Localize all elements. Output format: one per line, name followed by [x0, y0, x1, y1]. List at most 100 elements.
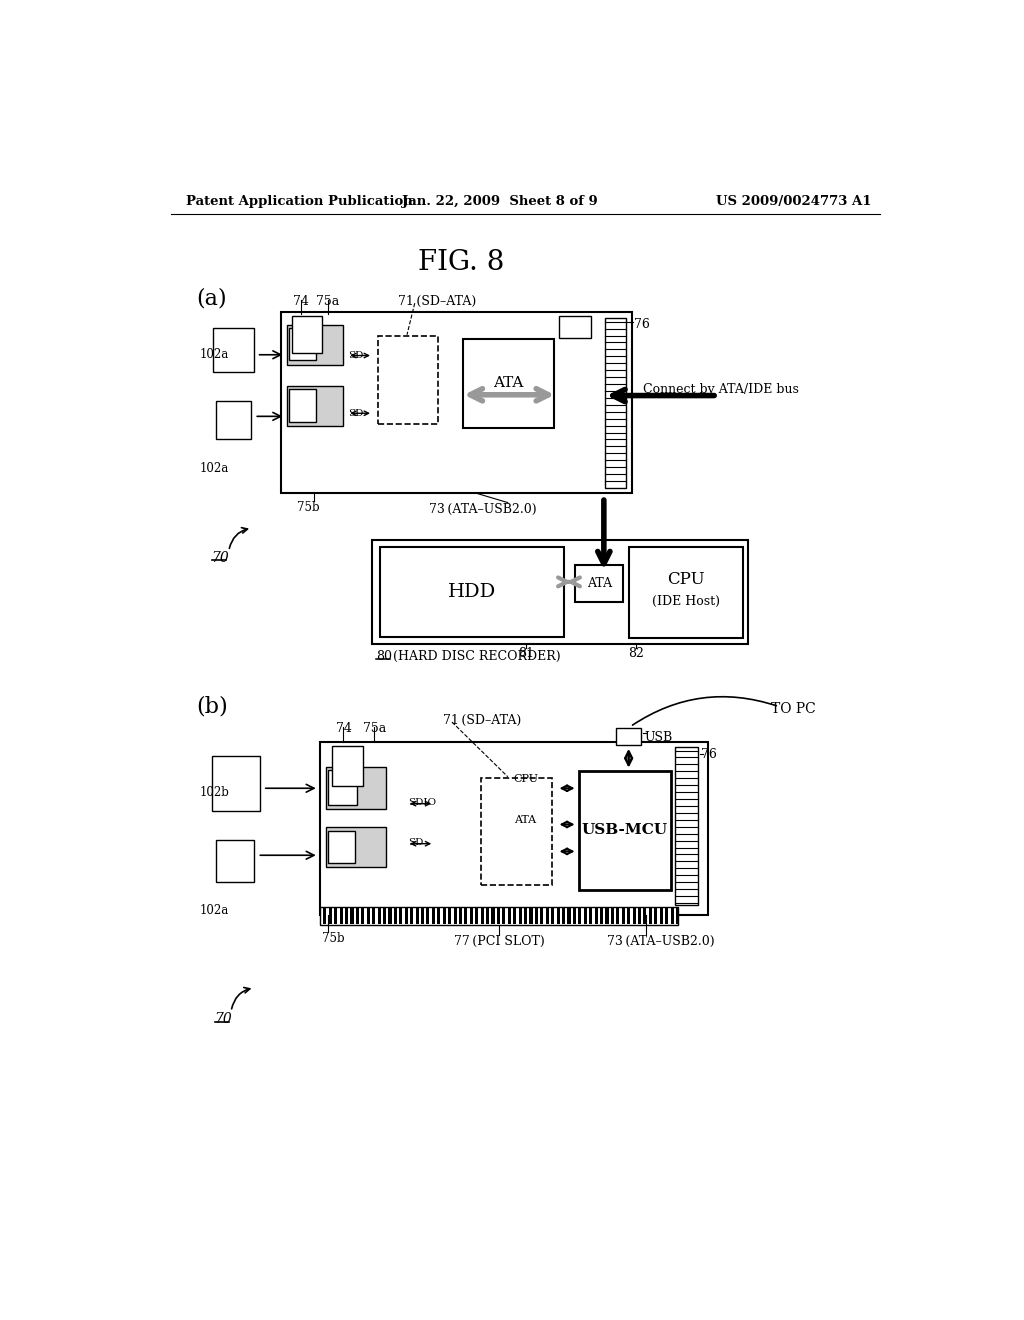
Bar — [212, 756, 260, 812]
Bar — [463, 339, 554, 428]
Bar — [340, 908, 343, 924]
Bar — [213, 327, 254, 372]
Bar — [328, 770, 357, 805]
Bar — [216, 401, 251, 440]
Bar — [394, 908, 397, 924]
Bar — [372, 540, 748, 644]
Text: 75b: 75b — [322, 932, 344, 945]
Text: HDD: HDD — [447, 583, 497, 601]
Bar — [356, 908, 359, 924]
Bar — [627, 908, 630, 924]
Bar — [584, 908, 587, 924]
Bar — [454, 908, 457, 924]
Bar — [629, 548, 743, 638]
Text: 102a: 102a — [200, 348, 229, 360]
Bar — [562, 908, 565, 924]
Bar — [600, 908, 603, 924]
Bar — [410, 908, 414, 924]
Text: USB: USB — [644, 731, 673, 744]
Bar — [361, 908, 365, 924]
Bar — [216, 840, 254, 882]
Bar — [404, 908, 408, 924]
Bar — [332, 746, 362, 785]
Bar — [388, 908, 391, 924]
Text: 82: 82 — [628, 647, 643, 660]
Bar — [426, 908, 429, 924]
Text: 80: 80 — [376, 649, 392, 663]
Text: 102a: 102a — [200, 904, 229, 917]
Bar — [508, 908, 511, 924]
Bar — [486, 908, 489, 924]
Text: 75a: 75a — [316, 294, 340, 308]
Text: CPU: CPU — [513, 775, 538, 784]
Text: SD: SD — [348, 351, 364, 360]
Text: (HARD DISC RECORDER): (HARD DISC RECORDER) — [393, 649, 561, 663]
Text: ATA: ATA — [494, 376, 523, 391]
Bar — [638, 908, 641, 924]
Text: 102b: 102b — [200, 785, 230, 799]
Bar — [622, 908, 625, 924]
Bar — [380, 548, 564, 638]
Bar — [328, 830, 355, 863]
Text: SD: SD — [348, 409, 364, 417]
Text: CPU: CPU — [668, 572, 705, 589]
Bar — [671, 908, 674, 924]
Bar — [676, 908, 679, 924]
Text: 76: 76 — [701, 748, 718, 762]
Text: 75b: 75b — [297, 502, 319, 513]
Text: USB-MCU: USB-MCU — [582, 822, 668, 837]
Bar — [334, 908, 337, 924]
Bar — [524, 908, 527, 924]
Bar — [287, 387, 343, 426]
Bar — [579, 908, 582, 924]
Bar — [321, 742, 708, 915]
Text: SDIO: SDIO — [409, 797, 436, 807]
Bar — [595, 908, 598, 924]
Bar — [475, 908, 478, 924]
Text: Connect by ATA/IDE bus: Connect by ATA/IDE bus — [643, 383, 800, 396]
Text: Jan. 22, 2009  Sheet 8 of 9: Jan. 22, 2009 Sheet 8 of 9 — [402, 195, 598, 209]
Text: FIG. 8: FIG. 8 — [418, 249, 505, 276]
Bar — [326, 826, 386, 867]
Bar — [383, 908, 386, 924]
Text: (a): (a) — [197, 288, 227, 310]
Text: 76: 76 — [634, 318, 650, 331]
Bar — [287, 325, 343, 364]
Bar — [378, 335, 438, 424]
Bar — [421, 908, 424, 924]
Bar — [665, 908, 669, 924]
Bar — [329, 908, 332, 924]
Text: (b): (b) — [197, 696, 228, 718]
Bar — [480, 908, 483, 924]
Bar — [449, 908, 452, 924]
Bar — [399, 908, 402, 924]
Bar — [643, 908, 646, 924]
Text: TO PC: TO PC — [771, 702, 816, 715]
Text: 81: 81 — [518, 647, 535, 660]
Bar — [567, 908, 570, 924]
Text: ATA: ATA — [514, 816, 537, 825]
Bar — [345, 908, 348, 924]
Text: ATA: ATA — [587, 577, 611, 590]
Bar — [492, 908, 495, 924]
Bar — [464, 908, 467, 924]
Bar — [605, 908, 608, 924]
Bar — [437, 908, 440, 924]
Bar — [559, 317, 592, 338]
Text: 74: 74 — [293, 294, 309, 308]
Bar — [367, 908, 370, 924]
Bar — [546, 908, 549, 924]
Bar — [604, 318, 626, 488]
Text: SD: SD — [409, 838, 424, 846]
Bar — [350, 908, 353, 924]
Bar — [518, 908, 521, 924]
Text: 70: 70 — [212, 552, 229, 565]
Bar — [513, 908, 516, 924]
Bar — [432, 908, 435, 924]
Bar — [292, 317, 322, 354]
Text: US 2009/0024773 A1: US 2009/0024773 A1 — [717, 195, 872, 209]
Bar — [616, 729, 641, 744]
Bar — [289, 389, 316, 422]
Bar — [459, 908, 462, 924]
Bar — [289, 327, 316, 360]
